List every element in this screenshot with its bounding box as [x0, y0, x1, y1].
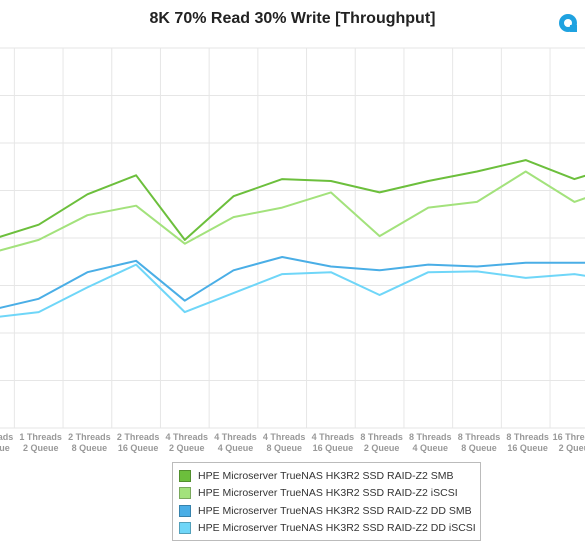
legend: HPE Microserver TrueNAS HK3R2 SSD RAID-Z… [172, 462, 481, 541]
grid-lines [0, 47, 585, 429]
legend-item-1[interactable]: HPE Microserver TrueNAS HK3R2 SSD RAID-Z… [179, 485, 474, 503]
chart-title: 8K 70% Read 30% Write [Throughput] [149, 10, 436, 27]
x-tick-label: 8 Threads 2 Queue [360, 432, 403, 453]
legend-item-2[interactable]: HPE Microserver TrueNAS HK3R2 SSD RAID-Z… [179, 502, 474, 520]
legend-label: HPE Microserver TrueNAS HK3R2 SSD RAID-Z… [198, 469, 454, 482]
x-tick-label: 4 Threads 4 Queue [214, 432, 257, 453]
series-line-3[interactable] [0, 263, 585, 318]
x-tick-label: 1 Threads 2 Queue [19, 432, 62, 453]
legend-item-0[interactable]: HPE Microserver TrueNAS HK3R2 SSD RAID-Z… [179, 467, 474, 485]
x-tick-label: 2 Threads 8 Queue [68, 432, 111, 453]
x-tick-label: 4 Threads 16 Queue [312, 432, 355, 453]
series-line-0[interactable] [0, 159, 585, 241]
context-menu-icon[interactable] [559, 14, 577, 32]
x-tick-label: 4 Threads 8 Queue [263, 432, 306, 453]
series-lines [0, 159, 585, 318]
series-line-2[interactable] [0, 256, 585, 310]
x-tick-label: 8 Threads 16 Queue [506, 432, 549, 453]
x-tick-label: 4 Threads 2 Queue [166, 432, 209, 453]
legend-swatch [179, 487, 191, 500]
x-tick-label: 2 Threads 16 Queue [117, 432, 160, 453]
legend-swatch [179, 504, 191, 517]
legend-swatch [179, 522, 191, 535]
legend-swatch [179, 469, 191, 482]
series-line-1[interactable] [0, 170, 585, 254]
legend-label: HPE Microserver TrueNAS HK3R2 SSD RAID-Z… [198, 487, 458, 500]
x-tick-label: 8 Threads 4 Queue [409, 432, 452, 453]
legend-label: HPE Microserver TrueNAS HK3R2 SSD RAID-Z… [198, 522, 476, 535]
x-tick-label: 8 Threads 8 Queue [458, 432, 501, 453]
legend-item-3[interactable]: HPE Microserver TrueNAS HK3R2 SSD RAID-Z… [179, 520, 476, 538]
legend-label: HPE Microserver TrueNAS HK3R2 SSD RAID-Z… [198, 504, 472, 517]
